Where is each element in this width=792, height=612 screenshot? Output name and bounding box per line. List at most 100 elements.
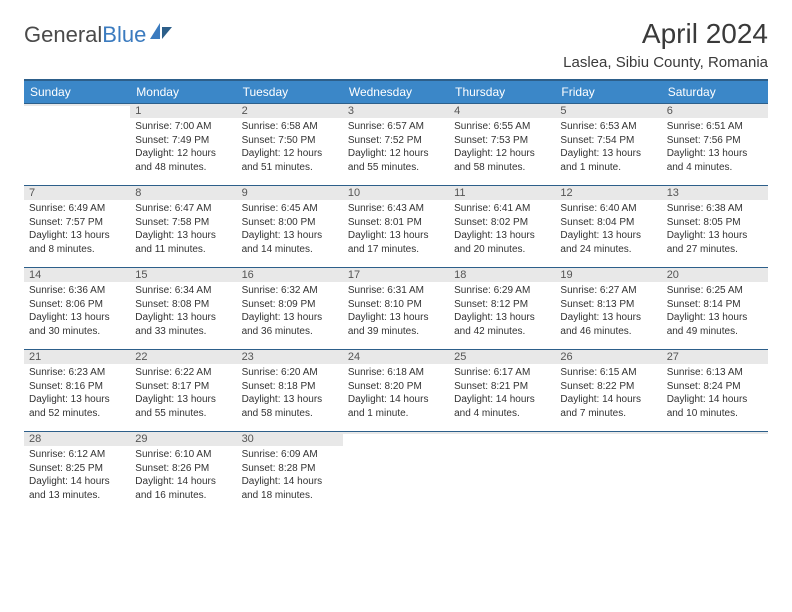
sunset-text: Sunset: 7:56 PM bbox=[667, 134, 763, 148]
sunrise-text: Sunrise: 6:34 AM bbox=[135, 284, 231, 298]
calendar-table: Sunday Monday Tuesday Wednesday Thursday… bbox=[24, 79, 768, 514]
daylight-text: Daylight: 13 hours and 55 minutes. bbox=[135, 393, 231, 420]
daylight-text: Daylight: 13 hours and 46 minutes. bbox=[560, 311, 656, 338]
day-number: 10 bbox=[343, 186, 449, 200]
sunrise-text: Sunrise: 6:23 AM bbox=[29, 366, 125, 380]
day-details: Sunrise: 6:25 AMSunset: 8:14 PMDaylight:… bbox=[662, 282, 768, 342]
sunset-text: Sunset: 8:17 PM bbox=[135, 380, 231, 394]
daylight-text: Daylight: 12 hours and 55 minutes. bbox=[348, 147, 444, 174]
sunset-text: Sunset: 8:25 PM bbox=[29, 462, 125, 476]
title-block: April 2024 Laslea, Sibiu County, Romania bbox=[563, 18, 768, 71]
daylight-text: Daylight: 13 hours and 24 minutes. bbox=[560, 229, 656, 256]
weekday-header: Saturday bbox=[662, 80, 768, 104]
sunset-text: Sunset: 7:50 PM bbox=[242, 134, 338, 148]
day-details: Sunrise: 6:22 AMSunset: 8:17 PMDaylight:… bbox=[130, 364, 236, 424]
calendar-day-cell bbox=[24, 104, 130, 186]
daylight-text: Daylight: 13 hours and 14 minutes. bbox=[242, 229, 338, 256]
day-number: 8 bbox=[130, 186, 236, 200]
daylight-text: Daylight: 14 hours and 10 minutes. bbox=[667, 393, 763, 420]
header: GeneralBlue April 2024 Laslea, Sibiu Cou… bbox=[24, 18, 768, 71]
day-number: 12 bbox=[555, 186, 661, 200]
calendar-day-cell: 10Sunrise: 6:43 AMSunset: 8:01 PMDayligh… bbox=[343, 186, 449, 268]
sunset-text: Sunset: 8:13 PM bbox=[560, 298, 656, 312]
day-number: 17 bbox=[343, 268, 449, 282]
sunset-text: Sunset: 8:02 PM bbox=[454, 216, 550, 230]
weekday-header: Thursday bbox=[449, 80, 555, 104]
sunrise-text: Sunrise: 6:18 AM bbox=[348, 366, 444, 380]
weekday-header: Wednesday bbox=[343, 80, 449, 104]
daylight-text: Daylight: 13 hours and 42 minutes. bbox=[454, 311, 550, 338]
logo-sail-icon bbox=[148, 21, 174, 47]
weekday-header: Sunday bbox=[24, 80, 130, 104]
day-number: 14 bbox=[24, 268, 130, 282]
daylight-text: Daylight: 13 hours and 30 minutes. bbox=[29, 311, 125, 338]
day-details: Sunrise: 6:57 AMSunset: 7:52 PMDaylight:… bbox=[343, 118, 449, 178]
daylight-text: Daylight: 13 hours and 49 minutes. bbox=[667, 311, 763, 338]
daylight-text: Daylight: 12 hours and 58 minutes. bbox=[454, 147, 550, 174]
day-number: 13 bbox=[662, 186, 768, 200]
day-number: 23 bbox=[237, 350, 343, 364]
calendar-day-cell: 5Sunrise: 6:53 AMSunset: 7:54 PMDaylight… bbox=[555, 104, 661, 186]
day-number: 30 bbox=[237, 432, 343, 446]
day-number: 4 bbox=[449, 104, 555, 118]
day-details: Sunrise: 6:41 AMSunset: 8:02 PMDaylight:… bbox=[449, 200, 555, 260]
sunset-text: Sunset: 8:04 PM bbox=[560, 216, 656, 230]
calendar-day-cell: 8Sunrise: 6:47 AMSunset: 7:58 PMDaylight… bbox=[130, 186, 236, 268]
day-details: Sunrise: 6:32 AMSunset: 8:09 PMDaylight:… bbox=[237, 282, 343, 342]
day-number: 3 bbox=[343, 104, 449, 118]
daylight-text: Daylight: 14 hours and 7 minutes. bbox=[560, 393, 656, 420]
sunrise-text: Sunrise: 6:32 AM bbox=[242, 284, 338, 298]
day-number: 25 bbox=[449, 350, 555, 364]
calendar-day-cell: 26Sunrise: 6:15 AMSunset: 8:22 PMDayligh… bbox=[555, 350, 661, 432]
daylight-text: Daylight: 13 hours and 4 minutes. bbox=[667, 147, 763, 174]
sunrise-text: Sunrise: 6:15 AM bbox=[560, 366, 656, 380]
daylight-text: Daylight: 14 hours and 18 minutes. bbox=[242, 475, 338, 502]
day-details: Sunrise: 6:43 AMSunset: 8:01 PMDaylight:… bbox=[343, 200, 449, 260]
sunrise-text: Sunrise: 7:00 AM bbox=[135, 120, 231, 134]
sunset-text: Sunset: 8:06 PM bbox=[29, 298, 125, 312]
day-details bbox=[555, 434, 661, 494]
day-number: 15 bbox=[130, 268, 236, 282]
daylight-text: Daylight: 14 hours and 16 minutes. bbox=[135, 475, 231, 502]
daylight-text: Daylight: 13 hours and 36 minutes. bbox=[242, 311, 338, 338]
calendar-day-cell bbox=[555, 432, 661, 514]
sunrise-text: Sunrise: 6:45 AM bbox=[242, 202, 338, 216]
logo-text-2: Blue bbox=[102, 22, 146, 48]
day-details: Sunrise: 6:23 AMSunset: 8:16 PMDaylight:… bbox=[24, 364, 130, 424]
sunrise-text: Sunrise: 6:25 AM bbox=[667, 284, 763, 298]
day-details bbox=[662, 434, 768, 494]
sunset-text: Sunset: 7:54 PM bbox=[560, 134, 656, 148]
sunset-text: Sunset: 8:26 PM bbox=[135, 462, 231, 476]
calendar-day-cell: 22Sunrise: 6:22 AMSunset: 8:17 PMDayligh… bbox=[130, 350, 236, 432]
daylight-text: Daylight: 12 hours and 51 minutes. bbox=[242, 147, 338, 174]
daylight-text: Daylight: 13 hours and 1 minute. bbox=[560, 147, 656, 174]
calendar-day-cell: 27Sunrise: 6:13 AMSunset: 8:24 PMDayligh… bbox=[662, 350, 768, 432]
calendar-day-cell: 25Sunrise: 6:17 AMSunset: 8:21 PMDayligh… bbox=[449, 350, 555, 432]
day-details: Sunrise: 6:13 AMSunset: 8:24 PMDaylight:… bbox=[662, 364, 768, 424]
sunset-text: Sunset: 7:53 PM bbox=[454, 134, 550, 148]
day-details: Sunrise: 6:12 AMSunset: 8:25 PMDaylight:… bbox=[24, 446, 130, 506]
day-number: 2 bbox=[237, 104, 343, 118]
day-details: Sunrise: 6:51 AMSunset: 7:56 PMDaylight:… bbox=[662, 118, 768, 178]
day-number: 22 bbox=[130, 350, 236, 364]
sunset-text: Sunset: 8:28 PM bbox=[242, 462, 338, 476]
logo: GeneralBlue bbox=[24, 18, 174, 48]
daylight-text: Daylight: 13 hours and 39 minutes. bbox=[348, 311, 444, 338]
sunset-text: Sunset: 8:09 PM bbox=[242, 298, 338, 312]
day-details: Sunrise: 6:55 AMSunset: 7:53 PMDaylight:… bbox=[449, 118, 555, 178]
sunrise-text: Sunrise: 6:43 AM bbox=[348, 202, 444, 216]
calendar-week-row: 7Sunrise: 6:49 AMSunset: 7:57 PMDaylight… bbox=[24, 186, 768, 268]
sunset-text: Sunset: 8:21 PM bbox=[454, 380, 550, 394]
day-number: 18 bbox=[449, 268, 555, 282]
sunset-text: Sunset: 8:14 PM bbox=[667, 298, 763, 312]
weekday-header: Friday bbox=[555, 80, 661, 104]
sunrise-text: Sunrise: 6:17 AM bbox=[454, 366, 550, 380]
day-number: 1 bbox=[130, 104, 236, 118]
calendar-day-cell: 4Sunrise: 6:55 AMSunset: 7:53 PMDaylight… bbox=[449, 104, 555, 186]
day-details bbox=[343, 434, 449, 494]
day-number: 20 bbox=[662, 268, 768, 282]
sunset-text: Sunset: 8:18 PM bbox=[242, 380, 338, 394]
day-details: Sunrise: 6:34 AMSunset: 8:08 PMDaylight:… bbox=[130, 282, 236, 342]
calendar-week-row: 21Sunrise: 6:23 AMSunset: 8:16 PMDayligh… bbox=[24, 350, 768, 432]
calendar-day-cell: 12Sunrise: 6:40 AMSunset: 8:04 PMDayligh… bbox=[555, 186, 661, 268]
